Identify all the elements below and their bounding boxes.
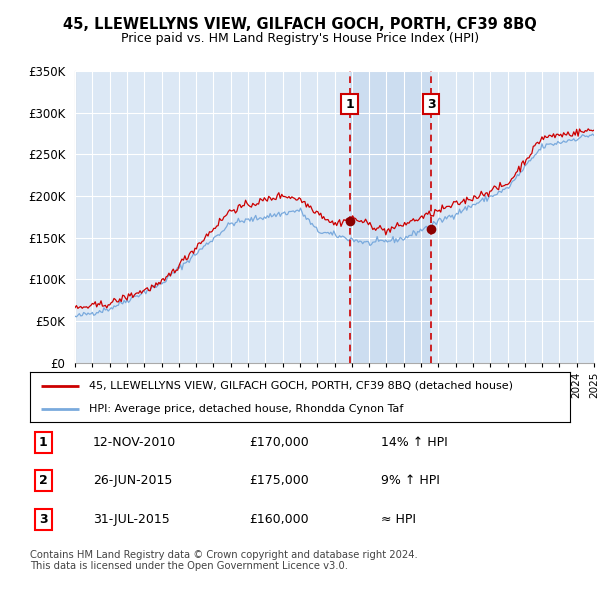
Text: 3: 3 — [39, 513, 47, 526]
Text: 9% ↑ HPI: 9% ↑ HPI — [381, 474, 440, 487]
Text: 26-JUN-2015: 26-JUN-2015 — [93, 474, 172, 487]
Text: 45, LLEWELLYNS VIEW, GILFACH GOCH, PORTH, CF39 8BQ (detached house): 45, LLEWELLYNS VIEW, GILFACH GOCH, PORTH… — [89, 381, 514, 391]
Text: Price paid vs. HM Land Registry's House Price Index (HPI): Price paid vs. HM Land Registry's House … — [121, 32, 479, 45]
Bar — [350, 71, 431, 363]
Text: 14% ↑ HPI: 14% ↑ HPI — [381, 436, 448, 449]
Text: HPI: Average price, detached house, Rhondda Cynon Taf: HPI: Average price, detached house, Rhon… — [89, 404, 404, 414]
Text: £160,000: £160,000 — [249, 513, 308, 526]
Text: 45, LLEWELLYNS VIEW, GILFACH GOCH, PORTH, CF39 8BQ: 45, LLEWELLYNS VIEW, GILFACH GOCH, PORTH… — [63, 17, 537, 31]
Text: 3: 3 — [427, 98, 436, 111]
Text: 31-JUL-2015: 31-JUL-2015 — [93, 513, 170, 526]
Text: 1: 1 — [39, 436, 47, 449]
Text: ≈ HPI: ≈ HPI — [381, 513, 416, 526]
Text: £170,000: £170,000 — [249, 436, 309, 449]
Text: Contains HM Land Registry data © Crown copyright and database right 2024.
This d: Contains HM Land Registry data © Crown c… — [30, 550, 418, 572]
Text: £175,000: £175,000 — [249, 474, 309, 487]
Text: 1: 1 — [345, 98, 354, 111]
Text: 12-NOV-2010: 12-NOV-2010 — [93, 436, 176, 449]
Text: 2: 2 — [39, 474, 47, 487]
